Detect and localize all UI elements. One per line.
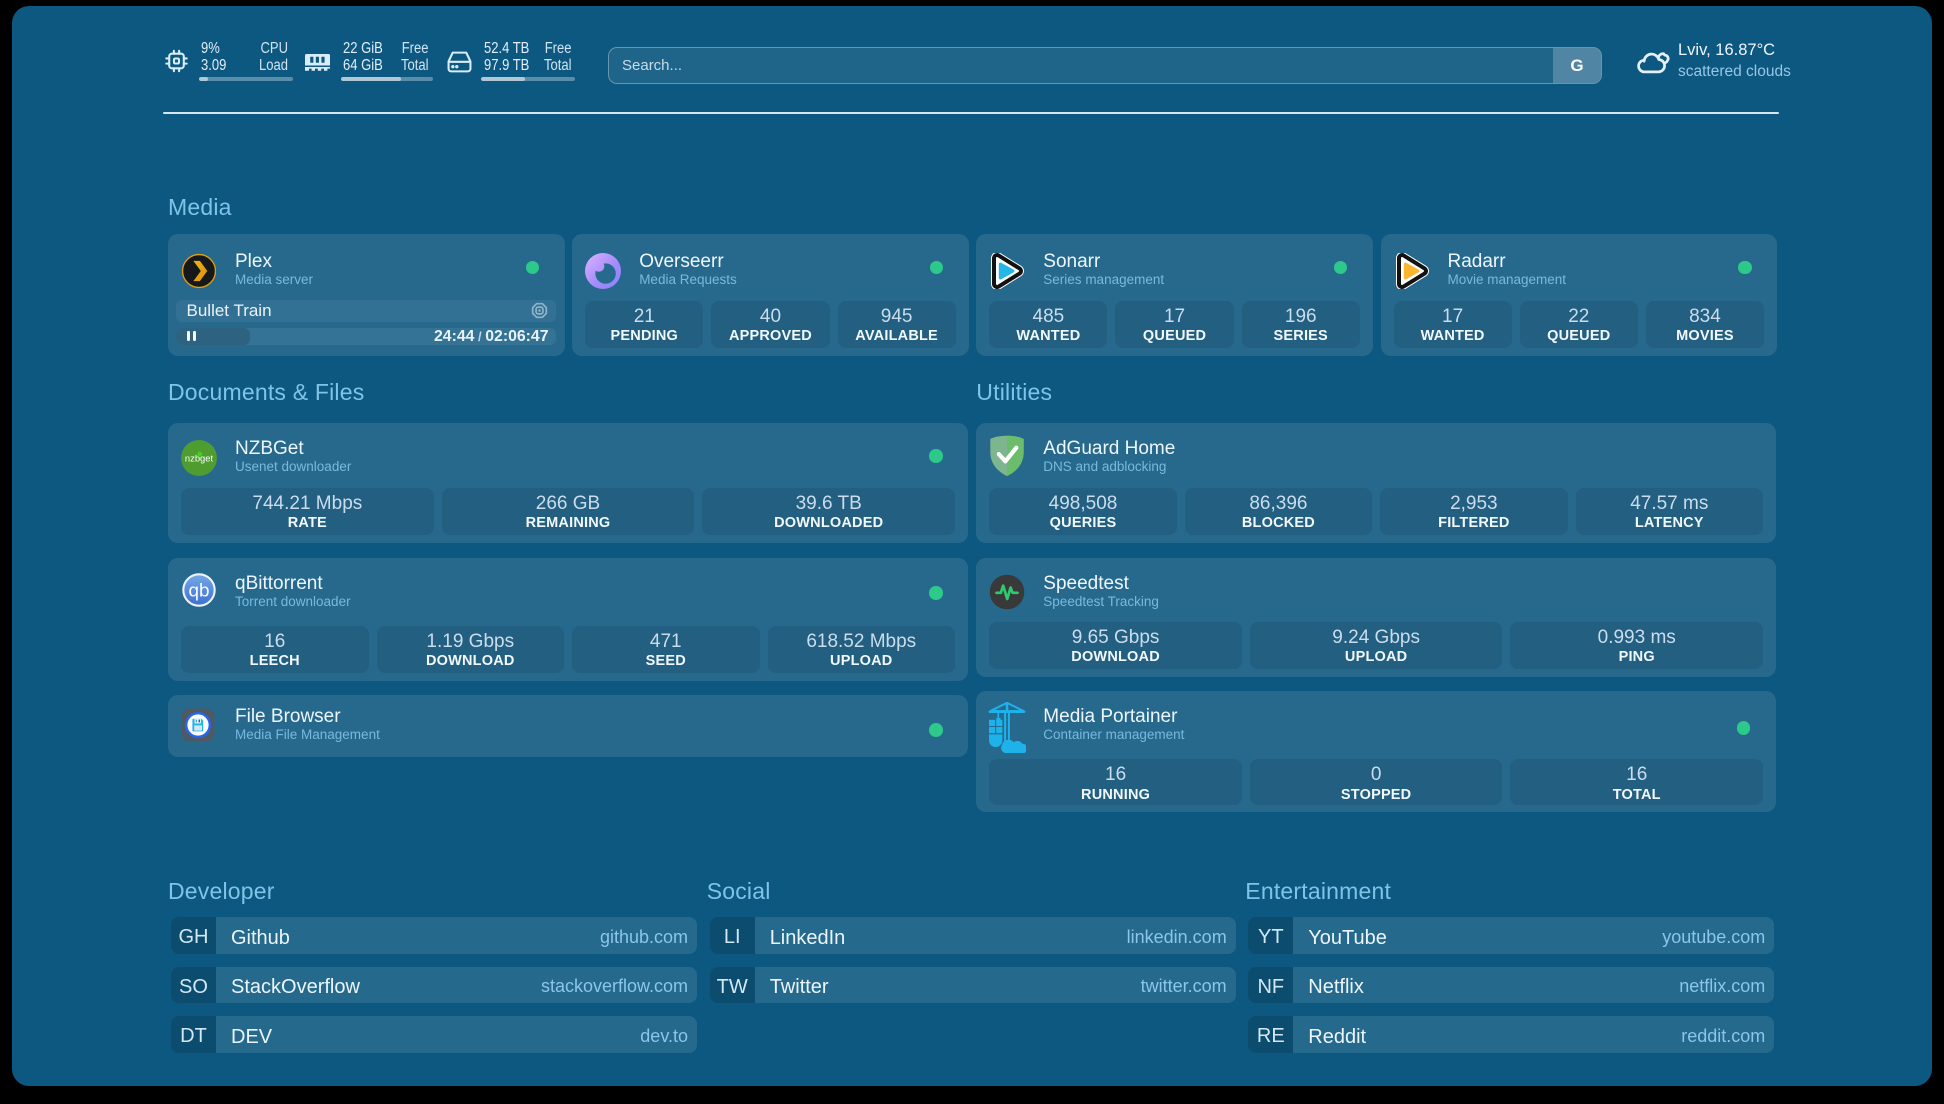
svg-text:qb: qb: [189, 581, 210, 602]
svg-text:nzbget: nzbget: [185, 453, 214, 464]
